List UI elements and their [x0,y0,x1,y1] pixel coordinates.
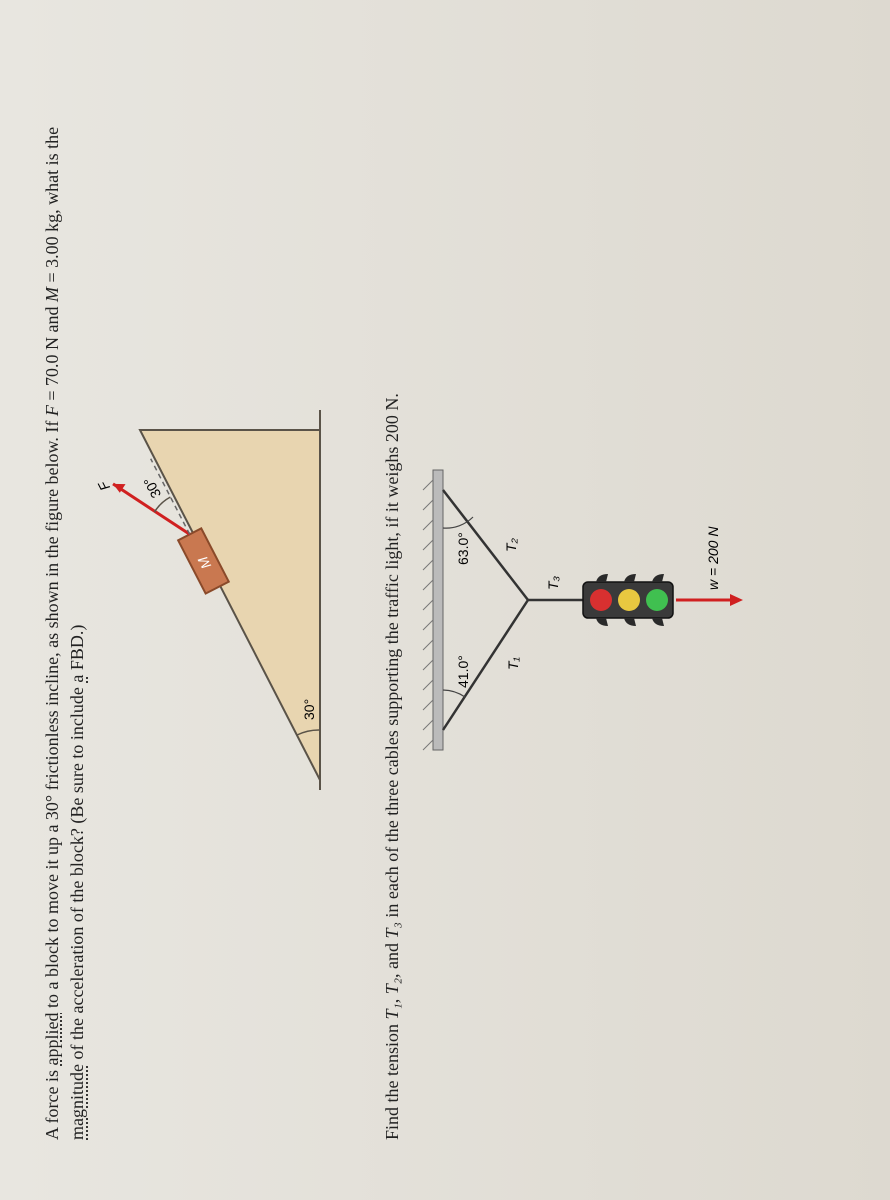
ceiling-bar [433,470,443,750]
angle-left-label: 41.0° [455,655,471,688]
visor-1r [596,574,608,582]
p1-text-c: to a block to move it up a 30° frictionl… [42,416,62,1012]
p2-text-e: , and [382,938,402,978]
weight-arrow-head [730,594,743,606]
incline-svg: 30° M 30° F [110,390,350,810]
ceiling-hatch [423,480,433,750]
force-label: F [95,477,114,493]
p2-text-c: , [382,994,402,1003]
light-yellow [618,589,640,611]
p1-text-j: a [67,675,87,683]
visor-2r [624,574,636,582]
t2-label: T₂ [503,537,519,552]
visor-3l [652,618,664,626]
problem2-text: Find the tension T₁, T₂, and T₃ in each … [380,60,405,1140]
incline-triangle [140,430,320,780]
p1-text-k: FBD.) [67,625,87,675]
p1-text-d: F [42,405,62,416]
problem1-text: A force is applied to a block to move it… [40,60,90,1140]
incline-figure: 30° M 30° F [110,390,350,810]
t1-label: T₁ [505,656,521,670]
p1-text-h: magnitude [67,1064,87,1140]
p2-text-a: Find the tension [382,1020,402,1141]
traffic-light [583,574,673,626]
t3-label: T₃ [545,575,561,590]
incline-angle-label: 30° [301,699,317,720]
visor-3r [652,574,664,582]
p2-text-f: T₃ [382,922,402,938]
visor-2l [624,618,636,626]
physics-worksheet-page: A force is applied to a block to move it… [0,0,890,1200]
p1-text-f: M [42,287,62,302]
p1-text-e: = 70.0 N and [42,302,62,405]
light-green [646,589,668,611]
p1-text-i: of the acceleration of the block? (Be su… [67,683,87,1064]
p1-text-b: applied [42,1013,62,1066]
angle-left-arc [443,690,465,697]
p1-text-a: A force is [42,1066,62,1140]
light-red [590,589,612,611]
p2-text-b: T₁ [382,1003,402,1019]
p1-text-g: = 3.00 kg, what is the [42,127,62,287]
trafficlight-svg: 41.0° 63.0° T₁ T₂ T₃ [418,410,758,790]
p2-text-g: in each of the three cables supporting t… [382,393,402,922]
visor-1l [596,618,608,626]
p2-text-d: T₂ [382,978,402,994]
trafficlight-figure: 41.0° 63.0° T₁ T₂ T₃ [418,410,758,790]
angle-right-label: 63.0° [455,532,471,565]
force-angle-label: 30° [141,475,165,501]
weight-label: w = 200 N [705,526,721,590]
